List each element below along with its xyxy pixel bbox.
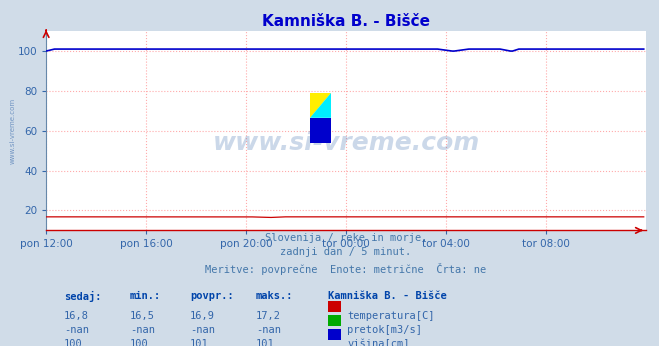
Text: -nan: -nan	[130, 325, 155, 335]
FancyBboxPatch shape	[328, 315, 341, 326]
Text: 16,5: 16,5	[130, 311, 155, 321]
Text: pretok[m3/s]: pretok[m3/s]	[347, 325, 422, 335]
Text: -nan: -nan	[190, 325, 215, 335]
Text: 101: 101	[190, 339, 209, 346]
Text: sedaj:: sedaj:	[64, 291, 101, 302]
Text: www.si-vreme.com: www.si-vreme.com	[212, 131, 480, 155]
FancyBboxPatch shape	[328, 329, 341, 340]
Text: maks.:: maks.:	[256, 291, 293, 301]
Text: -nan: -nan	[64, 325, 89, 335]
Text: www.si-vreme.com: www.si-vreme.com	[10, 98, 16, 164]
Text: 16,8: 16,8	[64, 311, 89, 321]
FancyBboxPatch shape	[328, 301, 341, 312]
Text: 17,2: 17,2	[256, 311, 281, 321]
Text: povpr.:: povpr.:	[190, 291, 234, 301]
Text: 100: 100	[130, 339, 149, 346]
Text: 100: 100	[64, 339, 83, 346]
Text: -nan: -nan	[256, 325, 281, 335]
Text: Slovenija / reke in morje.
zadnji dan / 5 minut.
Meritve: povprečne  Enote: metr: Slovenija / reke in morje. zadnji dan / …	[206, 233, 486, 275]
Text: min.:: min.:	[130, 291, 161, 301]
Text: Kamniška B. - Bišče: Kamniška B. - Bišče	[328, 291, 447, 301]
Text: 16,9: 16,9	[190, 311, 215, 321]
Text: 101: 101	[256, 339, 275, 346]
Title: Kamniška B. - Bišče: Kamniška B. - Bišče	[262, 13, 430, 29]
Text: temperatura[C]: temperatura[C]	[347, 311, 435, 321]
Text: višina[cm]: višina[cm]	[347, 339, 410, 346]
